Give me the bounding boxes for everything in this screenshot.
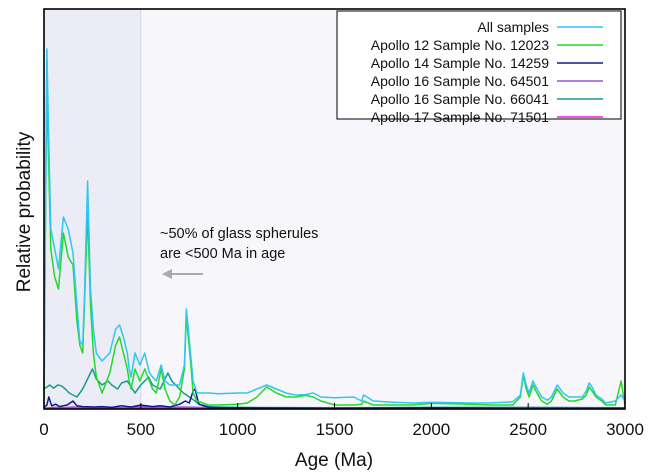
legend-label-4: Apollo 16 Sample No. 64501 [371, 73, 549, 89]
legend-label-1: All samples [477, 19, 549, 35]
annotation: ~50% of glass spherules are <500 Ma in a… [160, 226, 318, 279]
x-tick-label: 3000 [606, 420, 644, 439]
series-layer [43, 48, 626, 409]
legend-box [336, 10, 622, 120]
y-axis-label: Relative probability [14, 131, 35, 292]
annotation-arrow-head [162, 269, 172, 279]
annotation-line-1: ~50% of glass spherules [160, 226, 318, 242]
x-tick-label: 1500 [316, 420, 354, 439]
legend-entries: All samples Apollo 12 Sample No. 12023 Apo… [371, 19, 603, 125]
legend-label-6: Apollo 17 Sample No. 71501 [371, 109, 549, 125]
legend-label-3: Apollo 14 Sample No. 14259 [371, 55, 549, 71]
annotation-line-2: are <500 Ma in age [160, 246, 285, 262]
x-tick-label: 500 [127, 420, 155, 439]
x-tick-label: 1000 [219, 420, 257, 439]
x-tick-label: 0 [39, 420, 48, 439]
x-tick-label: 2500 [509, 420, 547, 439]
x-axis: 0 500 1000 1500 2000 2500 3000 [39, 403, 644, 439]
legend: All samples Apollo 12 Sample No. 12023 Apo… [336, 10, 622, 125]
legend-label-2: Apollo 12 Sample No. 12023 [371, 37, 549, 53]
x-axis-label: Age (Ma) [295, 450, 373, 471]
series-line-3 [43, 388, 625, 409]
legend-label-5: Apollo 16 Sample No. 66041 [371, 91, 549, 107]
x-tick-label: 2000 [412, 420, 450, 439]
series-line-1 [43, 48, 626, 404]
